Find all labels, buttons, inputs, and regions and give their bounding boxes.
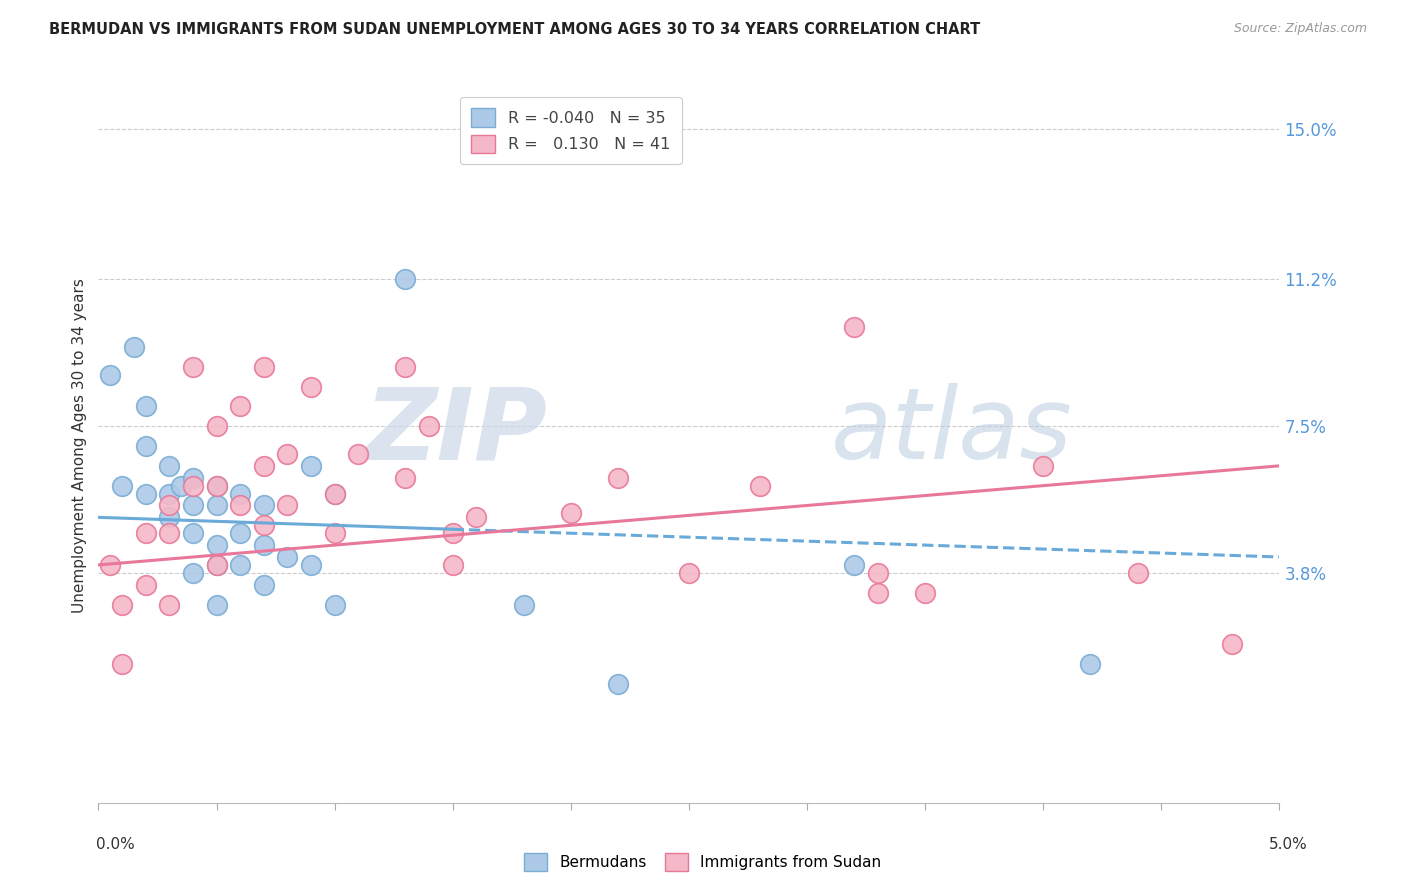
Point (205, 538, 228, 552)
Point (441, 526, 464, 541)
Point (512, 598, 534, 612)
Point (299, 379, 322, 393)
Point (1080, 657, 1102, 671)
Point (299, 458, 322, 473)
Point (205, 598, 228, 612)
Point (98, 368, 121, 382)
Point (135, 526, 157, 541)
Point (866, 585, 889, 599)
Point (229, 526, 252, 541)
Point (253, 359, 276, 374)
Point (748, 478, 770, 492)
Point (394, 272, 416, 286)
Point (914, 585, 936, 599)
Point (607, 677, 630, 691)
Point (1126, 566, 1149, 580)
Legend: R = -0.040   N = 35, R =   0.130   N = 41: R = -0.040 N = 35, R = 0.130 N = 41 (460, 97, 682, 164)
Point (1220, 637, 1243, 651)
Point (253, 538, 276, 552)
Point (157, 526, 180, 541)
Point (157, 598, 180, 612)
Point (135, 486, 157, 500)
Point (181, 471, 204, 485)
Point (441, 558, 464, 572)
Point (229, 558, 252, 572)
Point (323, 526, 346, 541)
Point (394, 359, 416, 374)
Point (157, 510, 180, 524)
Point (205, 499, 228, 513)
Point (122, 340, 145, 354)
Point (181, 478, 204, 492)
Point (98, 558, 121, 572)
Point (253, 499, 276, 513)
Point (135, 400, 157, 414)
Text: 0.0%: 0.0% (96, 837, 135, 852)
Point (678, 566, 700, 580)
Point (323, 486, 346, 500)
Point (323, 598, 346, 612)
Point (111, 478, 134, 492)
Point (347, 447, 370, 461)
Point (157, 486, 180, 500)
Text: Source: ZipAtlas.com: Source: ZipAtlas.com (1233, 22, 1367, 36)
Point (111, 657, 134, 671)
Point (276, 499, 298, 513)
Text: 5.0%: 5.0% (1268, 837, 1308, 852)
Text: atlas: atlas (831, 384, 1073, 480)
Point (394, 471, 416, 485)
Point (1032, 458, 1054, 473)
Point (157, 458, 180, 473)
Point (205, 478, 228, 492)
Point (135, 439, 157, 453)
Point (205, 558, 228, 572)
Point (866, 566, 889, 580)
Point (253, 458, 276, 473)
Point (157, 499, 180, 513)
Text: ZIP: ZIP (364, 384, 547, 480)
Point (229, 486, 252, 500)
Point (181, 499, 204, 513)
Point (205, 478, 228, 492)
Point (418, 419, 440, 434)
Point (253, 518, 276, 533)
Text: BERMUDAN VS IMMIGRANTS FROM SUDAN UNEMPLOYMENT AMONG AGES 30 TO 34 YEARS CORRELA: BERMUDAN VS IMMIGRANTS FROM SUDAN UNEMPL… (49, 22, 980, 37)
Legend: Bermudans, Immigrants from Sudan: Bermudans, Immigrants from Sudan (515, 844, 891, 880)
Point (299, 558, 322, 572)
Point (229, 400, 252, 414)
Point (135, 578, 157, 592)
Point (323, 486, 346, 500)
Point (229, 499, 252, 513)
Point (205, 419, 228, 434)
Point (560, 507, 582, 521)
Point (181, 526, 204, 541)
Point (181, 359, 204, 374)
Point (170, 478, 193, 492)
Y-axis label: Unemployment Among Ages 30 to 34 years: Unemployment Among Ages 30 to 34 years (72, 278, 87, 614)
Point (607, 471, 630, 485)
Point (111, 598, 134, 612)
Point (465, 510, 488, 524)
Point (253, 578, 276, 592)
Point (276, 447, 298, 461)
Point (181, 566, 204, 580)
Point (205, 558, 228, 572)
Point (276, 549, 298, 564)
Point (844, 558, 866, 572)
Point (844, 320, 866, 334)
